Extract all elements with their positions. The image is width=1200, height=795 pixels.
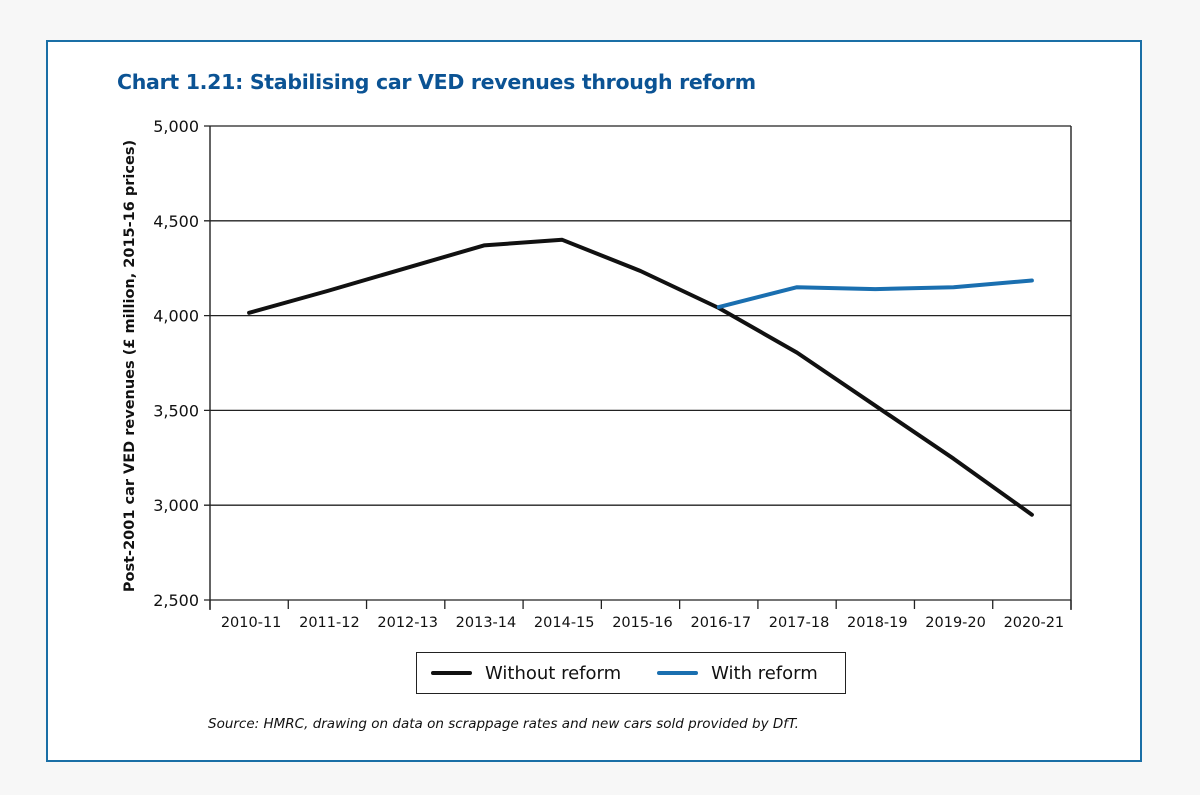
legend-label-without-reform: Without reform bbox=[485, 662, 622, 684]
y-tick-label: 4,000 bbox=[153, 307, 199, 326]
x-tick-label: 2015-16 bbox=[612, 615, 673, 631]
x-axis-ticks: 2010-11 2011-12 2012-13 2013-14 2014-15 2015-… bbox=[209, 600, 1072, 631]
x-tick-label: 2010-11 bbox=[221, 615, 282, 631]
series-lines bbox=[247, 237, 1034, 517]
y-tick-label: 2,500 bbox=[153, 591, 199, 610]
axes bbox=[209, 126, 1072, 610]
y-axis-label: Post-2001 car VED revenues (£ million, 2… bbox=[122, 140, 138, 592]
x-tick-label: 2011-12 bbox=[299, 615, 360, 631]
gridlines bbox=[204, 125, 1071, 601]
x-tick-label: 2019-20 bbox=[925, 615, 986, 631]
legend-item-without-reform: Without reform bbox=[431, 663, 621, 684]
series-line-without-reform bbox=[247, 237, 1034, 517]
legend-swatch-with-reform bbox=[657, 671, 699, 675]
legend-swatch-without-reform bbox=[431, 671, 472, 675]
y-tick-label: 4,500 bbox=[153, 212, 199, 231]
y-axis-ticks: 5,000 4,500 4,000 3,500 3,000 2,500 bbox=[153, 117, 199, 610]
chart-title: Chart 1.21: Stabilising car VED revenues… bbox=[117, 70, 756, 94]
x-tick-label: 2014-15 bbox=[534, 615, 595, 631]
chart-frame bbox=[46, 40, 1142, 762]
legend-label-with-reform: With reform bbox=[711, 662, 818, 684]
x-tick-label: 2017-18 bbox=[769, 615, 830, 631]
x-tick-label: 2013-14 bbox=[456, 615, 517, 631]
y-tick-label: 5,000 bbox=[153, 117, 199, 136]
y-tick-label: 3,500 bbox=[153, 401, 199, 420]
series-line-with-reform bbox=[716, 278, 1034, 310]
source-note: Source: HMRC, drawing on data on scrappa… bbox=[208, 716, 799, 732]
x-tick-label: 2012-13 bbox=[377, 615, 438, 631]
legend-item-with-reform: With reform bbox=[657, 663, 818, 684]
y-tick-label: 3,000 bbox=[153, 496, 199, 515]
legend: Without reform With reform bbox=[416, 652, 846, 694]
x-tick-label: 2020-21 bbox=[1004, 615, 1065, 631]
x-tick-label: 2018-19 bbox=[847, 615, 908, 631]
x-tick-label: 2016-17 bbox=[690, 615, 751, 631]
